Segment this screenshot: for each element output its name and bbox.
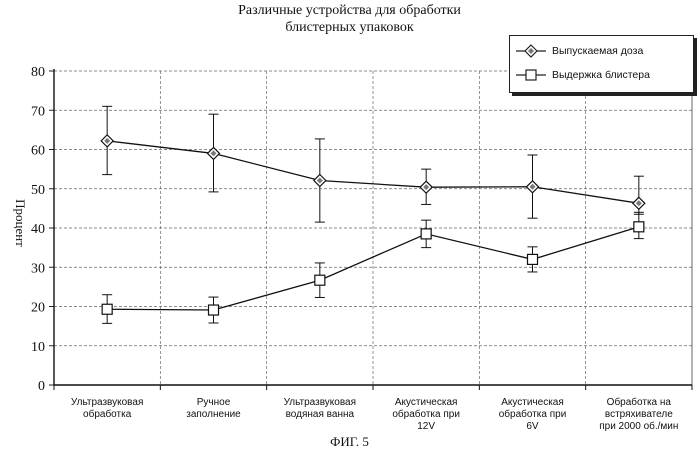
chart-title-line-1: Различные устройства для обработки bbox=[238, 3, 461, 18]
data-point-diamond-inner bbox=[104, 137, 111, 144]
y-tick-label: 20 bbox=[31, 301, 45, 316]
legend: Выпускаемая доза Выдержка блистера bbox=[509, 35, 694, 93]
series-line-2 bbox=[107, 226, 640, 311]
data-point-diamond-inner bbox=[529, 183, 536, 190]
y-tick-label: 0 bbox=[38, 379, 45, 394]
y-tick-label: 80 bbox=[31, 65, 45, 80]
x-category-label-line: водяная ванна bbox=[285, 409, 355, 420]
x-category-label-line: Обработка на bbox=[606, 397, 671, 408]
y-tick-label: 60 bbox=[31, 144, 45, 159]
chart-title-line-2: блистерных упаковок bbox=[285, 20, 414, 35]
legend-item-series-1: Выпускаемая доза bbox=[516, 43, 643, 59]
x-category-label-line: 6V bbox=[526, 421, 539, 432]
x-category-label: Акустическая обработка при 12V bbox=[371, 397, 481, 433]
legend-label: Выдержка блистера bbox=[552, 69, 650, 81]
y-tick-label: 70 bbox=[31, 104, 45, 119]
legend-item-series-2: Выдержка блистера bbox=[516, 67, 650, 83]
x-category-label-line: Акустическая bbox=[501, 397, 564, 408]
x-category-label-line: Акустическая bbox=[394, 397, 458, 408]
data-point-square bbox=[420, 228, 432, 240]
x-category-label: Ультразвуковая обработка bbox=[52, 397, 162, 421]
x-category-label: Обработка на встряхивателе при 2000 об./ми… bbox=[584, 397, 694, 433]
data-point-diamond-inner bbox=[210, 150, 217, 157]
data-point-diamond-inner bbox=[635, 200, 642, 207]
series-line-1 bbox=[107, 140, 639, 204]
data-point-square bbox=[314, 274, 326, 286]
square-marker-icon bbox=[516, 69, 546, 81]
y-tick-label: 50 bbox=[31, 183, 45, 198]
x-category-label: Ультразвуковая водяная ванна bbox=[265, 397, 375, 421]
data-point-square bbox=[207, 304, 220, 316]
x-category-label: Ручное заполнение bbox=[159, 397, 269, 421]
x-category-label: Акустическая обработка при 6V bbox=[478, 397, 588, 433]
x-category-label-line: обработка при bbox=[392, 409, 460, 420]
x-category-label-line: обработка bbox=[83, 409, 132, 420]
data-point-diamond-inner bbox=[316, 177, 323, 184]
x-category-label-line: 12V bbox=[417, 421, 436, 432]
data-point-square bbox=[633, 221, 645, 233]
y-tick-label: 40 bbox=[31, 222, 45, 237]
x-category-label-line: Ультразвуковая bbox=[283, 397, 357, 408]
x-category-label-line: заполнение bbox=[186, 409, 241, 420]
x-category-label-line: при 2000 об./мин bbox=[599, 421, 679, 432]
figure-caption: ФИГ. 5 bbox=[330, 434, 369, 449]
data-point-square bbox=[101, 303, 113, 315]
diamond-marker-icon bbox=[516, 44, 546, 58]
data-point-square bbox=[526, 253, 539, 265]
y-axis-label: Процент bbox=[13, 199, 28, 247]
legend-label: Выпускаемая доза bbox=[552, 45, 644, 57]
x-category-label-line: обработка при bbox=[498, 409, 567, 420]
x-category-label-line: Ручное bbox=[196, 397, 231, 408]
x-category-label-line: встряхивателе bbox=[604, 409, 673, 420]
x-category-label-line: Ультразвуковая bbox=[70, 397, 144, 408]
data-point-diamond-inner bbox=[423, 184, 430, 191]
y-tick-label: 10 bbox=[31, 340, 45, 355]
y-tick-label: 30 bbox=[31, 261, 45, 276]
